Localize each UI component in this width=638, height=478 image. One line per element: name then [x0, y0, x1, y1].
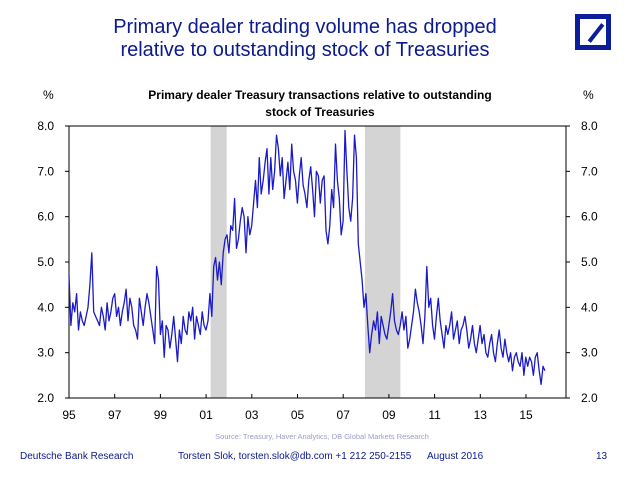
chart-title-line-2: stock of Treasuries [265, 105, 375, 119]
x-tick-label: 95 [62, 408, 76, 422]
recession-band [364, 126, 401, 398]
y-tick-label-right: 6.0 [581, 210, 598, 224]
y-tick-label-left: 7.0 [37, 164, 54, 178]
page-number: 13 [596, 451, 608, 462]
plot-frame [68, 125, 567, 399]
y-tick-label-right: 8.0 [581, 119, 598, 133]
chart-title-line-1: Primary dealer Treasury transactions rel… [148, 88, 491, 102]
slide-title: Primary dealer trading volume has droppe… [60, 16, 550, 62]
y-axis-right-unit: % [583, 88, 594, 102]
source-note: Source: Treasury, Haver Analytics, DB Gl… [215, 432, 429, 441]
x-tick-label: 97 [108, 408, 122, 422]
y-tick-label-left: 5.0 [37, 255, 54, 269]
y-tick-label-right: 2.0 [581, 391, 598, 405]
x-tick-label: 05 [291, 408, 305, 422]
deutsche-bank-logo-icon [575, 14, 611, 50]
slide-title-line-2: relative to outstanding stock of Treasur… [120, 39, 490, 61]
y-axis-left-unit: % [43, 88, 54, 102]
x-tick-label: 11 [428, 408, 441, 422]
y-tick-label-right: 5.0 [581, 255, 598, 269]
footer-date: August 2016 [427, 451, 484, 462]
slide-title-line-1: Primary dealer trading volume has droppe… [113, 16, 497, 38]
y-tick-label-left: 8.0 [37, 119, 54, 133]
series-line [68, 129, 546, 386]
x-tick-label: 01 [199, 408, 213, 422]
y-tick-label-left: 6.0 [37, 210, 54, 224]
x-tick-label: 07 [337, 408, 351, 422]
x-tick-label: 09 [382, 408, 396, 422]
y-tick-label-right: 7.0 [581, 164, 598, 178]
y-tick-label-left: 4.0 [37, 300, 54, 314]
footer-author: Torsten Slok, torsten.slok@db.com +1 212… [178, 451, 412, 462]
recession-band [210, 126, 227, 398]
x-tick-label: 15 [519, 408, 533, 422]
x-tick-label: 13 [474, 408, 488, 422]
y-tick-label-left: 3.0 [37, 346, 54, 360]
y-tick-label-right: 4.0 [581, 300, 598, 314]
y-tick-label-left: 2.0 [37, 391, 54, 405]
footer-brand: Deutsche Bank Research [20, 451, 134, 462]
y-tick-label-right: 3.0 [581, 346, 598, 360]
x-tick-label: 99 [154, 408, 168, 422]
x-tick-label: 03 [245, 408, 259, 422]
